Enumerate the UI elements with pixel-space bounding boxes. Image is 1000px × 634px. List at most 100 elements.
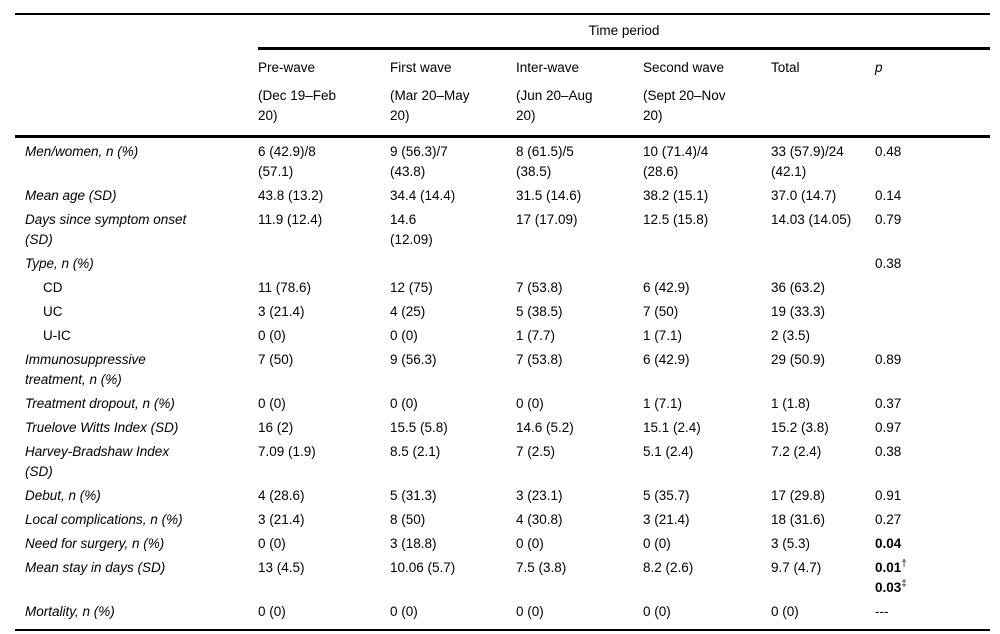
row-label: CD [15, 274, 258, 298]
cell-line: 7.09 (1.9) [258, 444, 316, 459]
table-row: UC 3 (21.4) 4 (25) 5 (38.5) 7 (50) 19 (33.3) [15, 298, 990, 322]
row-label-line: UC [43, 304, 63, 319]
data-cell [516, 250, 643, 274]
data-cell: 3 (18.8) [390, 530, 516, 554]
data-cell: 0 (0) [258, 530, 390, 554]
p-value-line: 0.89 [875, 350, 984, 370]
p-value: 0.38 [875, 256, 902, 271]
cell-line: 0 (0) [516, 604, 544, 619]
p-value-cell: 0.14 [875, 182, 990, 206]
p-value: 0.97 [875, 420, 902, 435]
spanner-row: Time period [15, 13, 990, 50]
table-row: Men/women, n (%) 6 (42.9)/8 (57.1) 9 (56.3)… [15, 137, 990, 183]
cell-line: 19 (33.3) [771, 304, 826, 319]
data-cell: 14.03 (14.05) [771, 206, 875, 250]
cell-line: 6 (42.9) [643, 352, 690, 367]
p-value: 0.89 [875, 352, 902, 367]
cell-line: 0 (0) [771, 604, 799, 619]
column-header-p: p [875, 48, 990, 138]
table-row: Truelove Witts Index (SD) 16 (2) 15.5 (5.8… [15, 414, 990, 438]
p-value-cell: 0.27 [875, 506, 990, 530]
cell-line: 29 (50.9) [771, 352, 826, 367]
cell-line: 13 (4.5) [258, 560, 305, 575]
data-cell: 7 (53.8) [516, 274, 643, 298]
p-value-cell: 0.04 [875, 530, 990, 554]
row-label-line: CD [43, 280, 63, 295]
p-value-cell [875, 298, 990, 322]
data-cell: 17 (17.09) [516, 206, 643, 250]
data-cell: 5 (38.5) [516, 298, 643, 322]
row-label: Type, n (%) [15, 250, 258, 274]
p-value-cell: 0.01† 0.03‡ [875, 554, 990, 598]
data-cell: 3 (21.4) [643, 506, 771, 530]
data-cell: 17 (29.8) [771, 482, 875, 506]
cell-line: 3 (23.1) [516, 488, 563, 503]
p-value: 0.03 [875, 580, 902, 595]
row-label-line: Need for surgery, n (%) [25, 536, 165, 551]
table-row: Debut, n (%) 4 (28.6) 5 (31.3) 3 (23.1) 5 (3… [15, 482, 990, 506]
cell-line: 17 (17.09) [516, 212, 578, 227]
data-cell: 0 (0) [516, 530, 643, 554]
cell-line: 0 (0) [643, 536, 671, 551]
data-cell: 34.4 (14.4) [390, 182, 516, 206]
p-value-line: 0.48 [875, 142, 984, 162]
data-cell: 8.5 (2.1) [390, 438, 516, 482]
column-name: Inter-wave [516, 60, 580, 75]
data-cell: 6 (42.9)/8 (57.1) [258, 137, 390, 183]
dagger-symbol: † [901, 558, 907, 570]
p-value-cell: 0.37 [875, 390, 990, 414]
data-cell: 43.8 (13.2) [258, 182, 390, 206]
cell-line: 15.5 (5.8) [390, 420, 448, 435]
row-label: UC [15, 298, 258, 322]
data-cell: 5 (31.3) [390, 482, 516, 506]
cell-line: (38.5) [516, 164, 552, 179]
data-cell: 13 (4.5) [258, 554, 390, 598]
table-row: Need for surgery, n (%) 0 (0) 3 (18.8) 0 (0… [15, 530, 990, 554]
cell-line: (42.1) [771, 164, 807, 179]
data-cell: 33 (57.9)/24 (42.1) [771, 137, 875, 183]
data-cell: 29 (50.9) [771, 346, 875, 390]
p-value-cell: --- [875, 598, 990, 631]
data-cell: 14.6 (5.2) [516, 414, 643, 438]
cell-line: 4 (25) [390, 304, 426, 319]
p-value: 0.79 [875, 212, 902, 227]
p-value: 0.04 [875, 536, 902, 551]
column-date-range: (Jun 20–Aug 20) [516, 86, 637, 126]
date-line: (Mar 20–May [390, 88, 470, 103]
row-label-line: Treatment dropout, n (%) [25, 396, 175, 411]
data-cell: 0 (0) [516, 598, 643, 631]
cell-line: 9.7 (4.7) [771, 560, 822, 575]
row-label: Treatment dropout, n (%) [15, 390, 258, 414]
cell-line: 1 (1.8) [771, 396, 811, 411]
cell-line: 0 (0) [258, 536, 286, 551]
cell-line: 5 (38.5) [516, 304, 563, 319]
date-line: 20) [516, 108, 536, 123]
data-cell: 36 (63.2) [771, 274, 875, 298]
row-label: Harvey-Bradshaw Index (SD) [15, 438, 258, 482]
data-cell [643, 250, 771, 274]
data-cell: 3 (21.4) [258, 506, 390, 530]
data-cell: 7 (50) [258, 346, 390, 390]
row-label: U-IC [15, 322, 258, 346]
cell-line: 0 (0) [516, 396, 544, 411]
date-line: (Jun 20–Aug [516, 88, 593, 103]
cell-line: 1 (7.1) [643, 396, 683, 411]
cell-line: 8 (50) [390, 512, 426, 527]
data-cell: 12.5 (15.8) [643, 206, 771, 250]
column-name: First wave [390, 60, 452, 75]
cell-line: 3 (5.3) [771, 536, 811, 551]
cell-line: 43.8 (13.2) [258, 188, 324, 203]
cell-line: 1 (7.1) [643, 328, 683, 343]
data-cell: 8.2 (2.6) [643, 554, 771, 598]
data-cell: 10.06 (5.7) [390, 554, 516, 598]
column-header-first-wave: First wave (Mar 20–May 20) [390, 48, 516, 138]
row-label-line: treatment, n (%) [25, 372, 122, 387]
cell-line: 0 (0) [258, 396, 286, 411]
p-value: 0.48 [875, 144, 902, 159]
p-value: --- [875, 604, 889, 619]
cell-line: 37.0 (14.7) [771, 188, 837, 203]
table-row: Harvey-Bradshaw Index (SD) 7.09 (1.9) 8.5 (… [15, 438, 990, 482]
cell-line: 4 (30.8) [516, 512, 563, 527]
data-cell: 3 (21.4) [258, 298, 390, 322]
data-cell: 19 (33.3) [771, 298, 875, 322]
